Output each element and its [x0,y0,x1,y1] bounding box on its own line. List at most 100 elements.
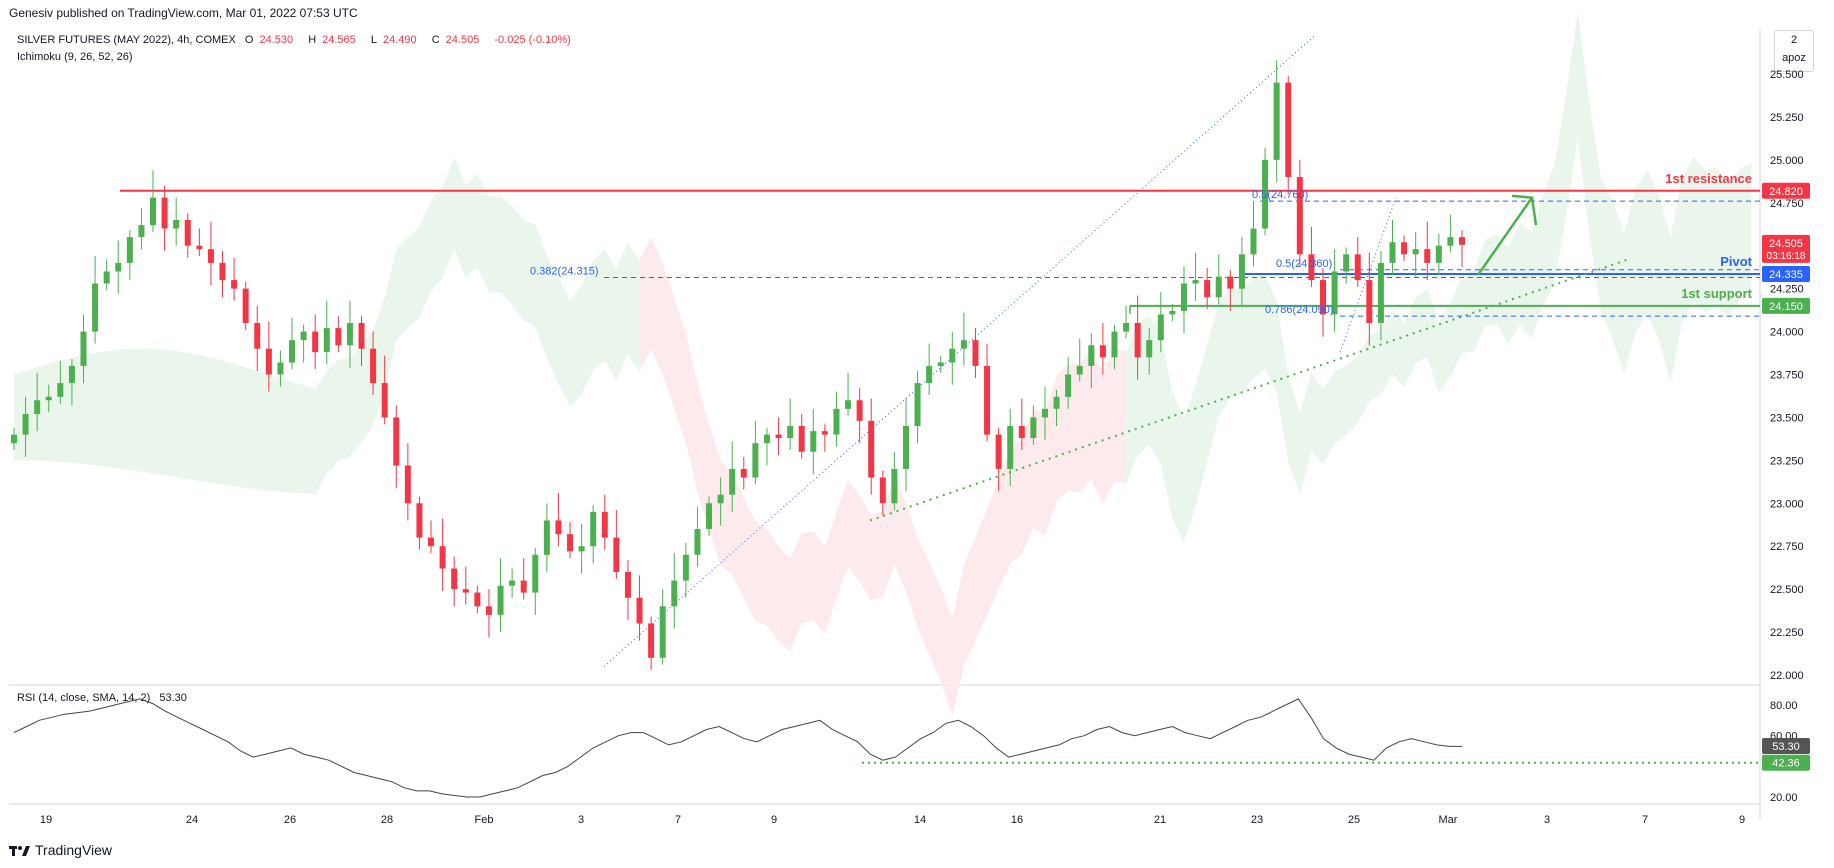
fib-0786-label: 0.786(24.090) [1265,304,1334,316]
price-tick: 22.000 [1770,670,1804,682]
candle-body [1157,314,1164,341]
rsi-label: RSI (14, close, SMA, 14, 2) [17,692,151,704]
candle-body [370,348,377,384]
projection-arrow-line [1476,196,1534,276]
axis-controls[interactable]: 2 apoz [1774,30,1814,72]
rsi-tick: 80.00 [1770,700,1798,712]
time-tick: 7 [1642,814,1648,826]
candle-body [68,365,75,384]
price-tick: 23.750 [1770,370,1804,382]
candle-body [879,477,886,504]
candle-body [1180,283,1187,311]
candle-body [115,262,122,272]
candle-body [914,383,921,427]
price-tick: 24.250 [1770,284,1804,296]
candle-body [937,362,944,366]
candle-body [902,426,909,469]
candle-body [555,520,562,535]
price-tick: 23.000 [1770,498,1804,510]
candle-body [1041,408,1048,418]
candle-body [1389,242,1396,263]
candle-body [416,503,423,538]
ichimoku-legend[interactable]: Ichimoku (9, 26, 52, 26) [17,51,133,63]
rsi-last-tag-bg [1762,737,1810,754]
candle-body [22,413,29,435]
candle-body [439,546,446,569]
support-label: 1st support [1681,286,1752,301]
resistance-price-tag-bg [1762,182,1810,199]
time-tick: 24 [186,814,198,826]
candle-body [671,580,678,607]
time-tick: 21 [1154,814,1166,826]
candle-body [358,322,365,349]
high-value: 24.565 [322,34,356,46]
tradingview-logo-icon [9,846,30,856]
candle-body [636,597,643,624]
price-tick: 22.500 [1770,584,1804,596]
close-value: 24.505 [445,34,480,46]
candle-body [1238,254,1245,289]
axis-mode-label[interactable]: apoz [1782,52,1806,64]
uptrend-line [869,258,1629,522]
candle-body [845,400,852,409]
candle-body [1215,276,1222,298]
candle-body [613,537,620,572]
candle-body [231,280,238,289]
time-tick: 9 [771,814,777,826]
cloud-segment-4 [1126,11,1752,543]
candle-body [1192,280,1199,284]
candle-body [833,408,840,435]
candle-body [1296,177,1303,255]
candle-body [92,283,99,332]
candle-body [277,362,284,375]
candle-body [150,197,157,226]
candle-body [381,383,388,418]
candle-body [1076,365,1083,375]
change-value: -0.025 (-0.10%) [494,34,571,46]
rsi-level-tag: 42.36 [1772,758,1800,770]
candle-body [393,417,400,466]
resistance-price-tag: 24.820 [1769,186,1803,198]
candle-body [624,571,631,598]
cloud-segment-3 [639,237,1127,717]
price-tick: 25.250 [1770,112,1804,124]
candle-body [1285,82,1292,178]
candle-body [1343,254,1350,272]
candle-body [346,322,353,346]
candle-body [242,288,249,323]
time-tick: Mar [1439,814,1458,826]
fib-trend-line-2 [1339,197,1397,353]
candle-body [45,396,52,401]
candle-body [1088,345,1095,366]
candle-body [590,511,597,547]
time-tick: 23 [1251,814,1263,826]
candle-body [1319,280,1326,315]
candle-body [1227,276,1234,289]
pivot-label: Pivot [1720,254,1752,269]
candle-body [856,400,863,421]
time-tick: 16 [1011,814,1023,826]
candle-body [138,225,145,238]
pivot-price-tag-bg [1762,266,1810,283]
candle-body [207,249,214,263]
price-tick: 24.000 [1770,327,1804,339]
axis-top-label[interactable]: 2 [1790,34,1798,46]
candle-body [1424,249,1431,263]
candle-body [1053,396,1060,409]
candles [11,60,1465,670]
time-tick: 9 [1739,814,1745,826]
rsi-legend[interactable]: RSI (14, close, SMA, 14, 2) 53.30 [17,692,193,704]
time-tick: 7 [675,814,681,826]
candle-body [532,554,539,593]
rsi-last-tag: 53.30 [1772,741,1800,753]
candle-body [1111,331,1118,358]
candle-body [1366,280,1373,323]
tradingview-logo[interactable]: TradingView [9,842,112,858]
candle-body [1377,262,1384,323]
candle-body [1435,245,1442,263]
drawing-tools [120,35,1760,667]
last-price-tag-bg [1762,234,1810,263]
